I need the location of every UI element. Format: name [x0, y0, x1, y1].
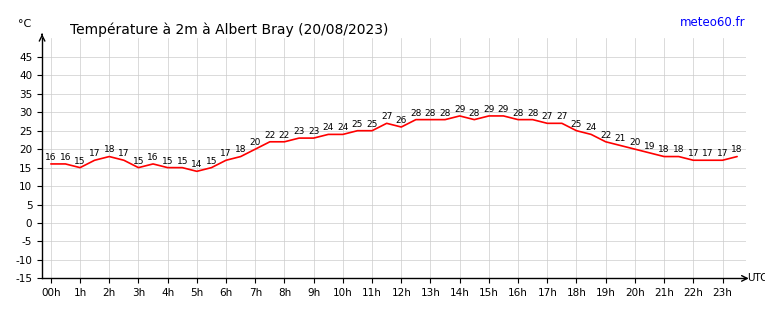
Text: 21: 21	[614, 134, 626, 143]
Text: 29: 29	[454, 105, 465, 114]
Text: 23: 23	[308, 127, 319, 136]
Text: 15: 15	[206, 156, 217, 165]
Text: 24: 24	[323, 123, 334, 132]
Text: 28: 28	[439, 108, 451, 117]
Text: 17: 17	[220, 149, 232, 158]
Text: 22: 22	[264, 131, 275, 140]
Text: 19: 19	[644, 142, 656, 151]
Text: 14: 14	[191, 160, 203, 169]
Text: 18: 18	[235, 146, 246, 155]
Text: 16: 16	[148, 153, 159, 162]
Text: UTC: UTC	[747, 273, 765, 284]
Text: 17: 17	[688, 149, 699, 158]
Text: 15: 15	[132, 156, 144, 165]
Text: 23: 23	[293, 127, 304, 136]
Text: 17: 17	[717, 149, 728, 158]
Text: 16: 16	[60, 153, 71, 162]
Text: meteo60.fr: meteo60.fr	[679, 16, 745, 29]
Text: 18: 18	[103, 146, 115, 155]
Text: 17: 17	[89, 149, 100, 158]
Text: 27: 27	[556, 112, 568, 121]
Text: 29: 29	[498, 105, 509, 114]
Text: 17: 17	[702, 149, 714, 158]
Text: 28: 28	[410, 108, 422, 117]
Text: 27: 27	[542, 112, 553, 121]
Text: 28: 28	[527, 108, 539, 117]
Text: 25: 25	[571, 120, 582, 129]
Text: 16: 16	[45, 153, 57, 162]
Text: 15: 15	[177, 156, 188, 165]
Text: 24: 24	[585, 123, 597, 132]
Text: 28: 28	[513, 108, 524, 117]
Text: 18: 18	[731, 146, 743, 155]
Text: 25: 25	[352, 120, 363, 129]
Text: 22: 22	[278, 131, 290, 140]
Text: °C: °C	[18, 19, 31, 29]
Text: 28: 28	[469, 108, 480, 117]
Text: 28: 28	[425, 108, 436, 117]
Text: 15: 15	[74, 156, 86, 165]
Text: 25: 25	[366, 120, 378, 129]
Text: 20: 20	[630, 138, 640, 147]
Text: 20: 20	[249, 138, 261, 147]
Text: 27: 27	[381, 112, 392, 121]
Text: 17: 17	[118, 149, 129, 158]
Text: 18: 18	[673, 146, 685, 155]
Text: 24: 24	[337, 123, 349, 132]
Text: 18: 18	[659, 146, 670, 155]
Text: 26: 26	[396, 116, 407, 125]
Text: 29: 29	[483, 105, 495, 114]
Text: 22: 22	[600, 131, 611, 140]
Text: Température à 2m à Albert Bray (20/08/2023): Température à 2m à Albert Bray (20/08/20…	[70, 23, 389, 37]
Text: 15: 15	[162, 156, 174, 165]
